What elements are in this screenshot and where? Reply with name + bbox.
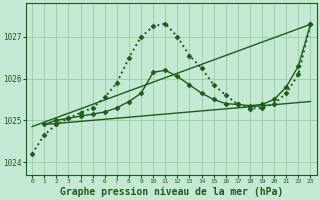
X-axis label: Graphe pression niveau de la mer (hPa): Graphe pression niveau de la mer (hPa)	[60, 186, 283, 197]
